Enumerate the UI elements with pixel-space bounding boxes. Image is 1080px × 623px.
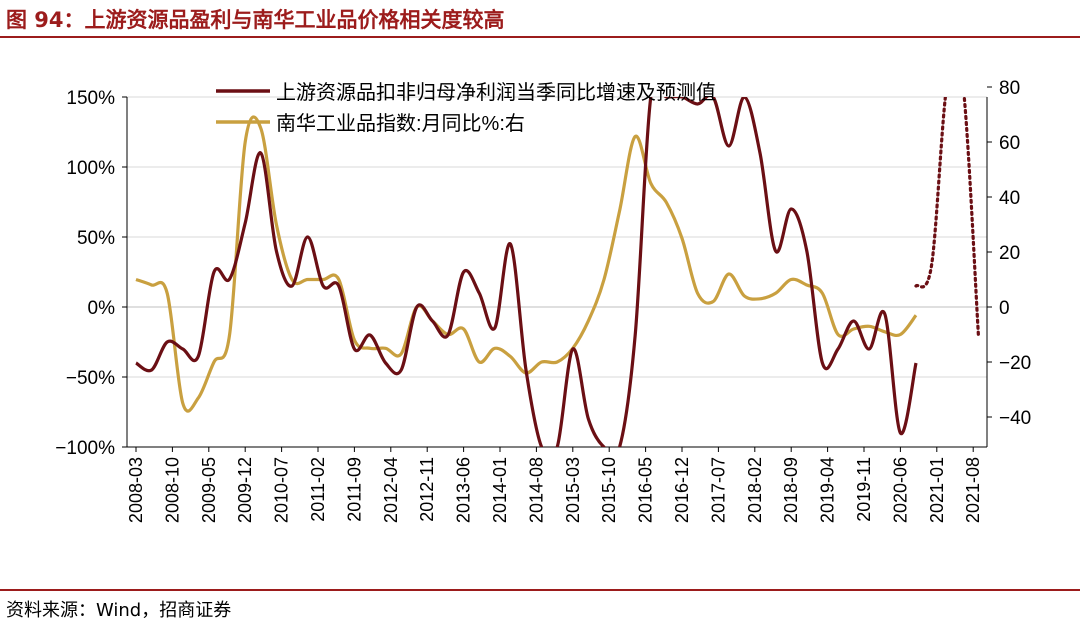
x-tick-label: 2015-10 xyxy=(599,457,619,523)
series-line-nanhua-index xyxy=(135,115,918,413)
left-tick-label: 150% xyxy=(66,88,115,109)
right-tick-label: −20 xyxy=(999,353,1031,374)
legend-label-profit: 上游资源品扣非归母净利润当季同比增速及预测值 xyxy=(276,81,716,104)
left-tick-label: 100% xyxy=(66,158,115,179)
x-tick-label: 2014-01 xyxy=(490,457,510,523)
left-tick-label: −50% xyxy=(66,368,115,389)
x-tick-label: 2017-07 xyxy=(708,457,728,523)
legend-label-nanhua: 南华工业品指数:月同比%:右 xyxy=(276,112,525,135)
right-tick-label: −40 xyxy=(999,408,1031,429)
x-tick-label: 2021-08 xyxy=(963,457,983,523)
x-tick-label: 2009-05 xyxy=(199,457,219,523)
x-tick-label: 2016-12 xyxy=(672,457,692,523)
left-tick-label: 0% xyxy=(88,298,116,319)
x-tick-label: 2010-07 xyxy=(272,457,292,523)
title-bar: 图 94：上游资源品盈利与南华工业品价格相关度较高 xyxy=(0,0,1080,40)
chart: 150% 100% 50% 0% −50% −100% 80 60 40 20 0 −20 −40 200… xyxy=(55,78,1031,523)
x-tick-label: 2021-01 xyxy=(927,457,947,523)
left-tick-label: 50% xyxy=(77,228,115,249)
page-title: 图 94：上游资源品盈利与南华工业品价格相关度较高 xyxy=(6,8,505,32)
series-line-profit-growth xyxy=(135,97,918,447)
footer-divider xyxy=(0,589,1080,591)
right-tick-label: 40 xyxy=(999,188,1020,209)
x-tick-label: 2011-09 xyxy=(344,457,364,522)
x-tick-label: 2015-03 xyxy=(563,457,583,523)
x-tick-label: 2013-06 xyxy=(454,457,474,523)
x-tick-label: 2008-10 xyxy=(162,457,182,523)
series-line-profit-forecast xyxy=(914,97,980,337)
x-tick-label: 2018-09 xyxy=(781,457,801,523)
x-tick-label: 2019-11 xyxy=(854,457,874,522)
left-tick-label: −100% xyxy=(55,438,115,459)
right-tick-label: 60 xyxy=(999,133,1020,154)
x-tick-label: 2014-08 xyxy=(526,457,546,523)
x-tick-label: 2019-04 xyxy=(818,457,838,523)
title-divider xyxy=(0,36,1080,38)
x-tick-label: 2009-12 xyxy=(235,457,255,523)
x-tick-label: 2020-06 xyxy=(890,457,910,523)
source-note: 资料来源：Wind，招商证券 xyxy=(6,600,232,621)
right-tick-label: 0 xyxy=(999,298,1010,319)
x-tick-label: 2012-11 xyxy=(417,457,437,522)
right-tick-label: 80 xyxy=(999,78,1020,99)
x-tick-label: 2008-03 xyxy=(126,457,146,523)
right-tick-label: 20 xyxy=(999,243,1020,264)
x-tick-label: 2011-02 xyxy=(308,457,328,522)
x-tick-label: 2016-05 xyxy=(636,457,656,523)
x-tick-label: 2012-04 xyxy=(381,457,401,523)
x-tick-label: 2018-02 xyxy=(745,457,765,523)
